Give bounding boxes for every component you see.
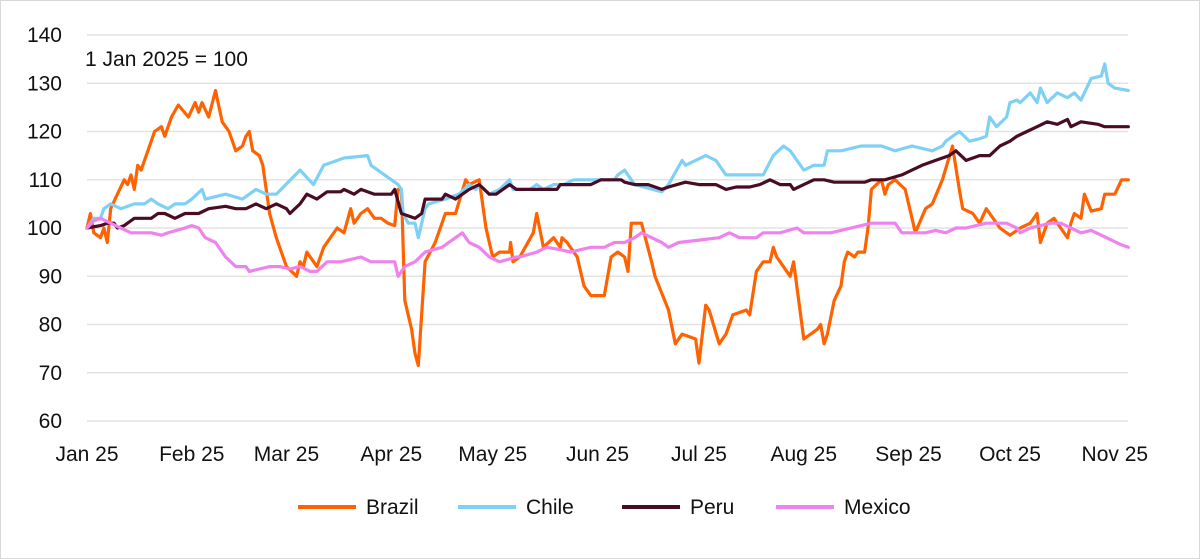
y-tick-label: 100 [27,217,62,240]
legend-item-brazil: Brazil [298,496,419,519]
legend-item-chile: Chile [458,496,574,519]
x-tick-label: Oct 25 [979,443,1041,466]
y-axis-ticks: 60 70 80 90 100 110 120 130 140 [27,24,62,433]
series-lines [85,62,1130,368]
x-tick-label: Jan 25 [55,443,118,466]
x-tick-label: Jul 25 [671,443,727,466]
y-tick-label: 80 [39,314,62,337]
x-tick-label: Jun 25 [566,443,629,466]
y-tick-label: 130 [27,72,62,95]
y-tick-label: 140 [27,24,62,47]
series-line-brazil [85,88,1130,368]
legend: Brazil Chile Peru Mexico [298,496,911,519]
series-line-mexico [85,216,1130,278]
x-tick-label: Aug 25 [770,443,837,466]
legend-label: Peru [690,496,734,519]
legend-label: Chile [526,496,574,519]
legend-item-peru: Peru [622,496,734,519]
legend-item-mexico: Mexico [776,496,911,519]
x-tick-label: Nov 25 [1082,443,1149,466]
x-tick-label: Feb 25 [159,443,224,466]
legend-label: Mexico [844,496,911,519]
x-tick-label: Sep 25 [875,443,942,466]
y-tick-label: 60 [39,410,62,433]
y-tick-label: 70 [39,362,62,385]
series-line-peru [85,117,1130,230]
chart-annotation: 1 Jan 2025 = 100 [85,48,248,71]
x-axis-ticks: Jan 25 Feb 25 Mar 25 Apr 25 May 25 Jun 25 Jul … [55,443,1148,466]
legend-label: Brazil [366,496,419,519]
x-tick-label: Mar 25 [254,443,319,466]
y-tick-label: 110 [29,169,62,192]
y-tick-label: 90 [39,265,62,288]
x-tick-label: May 25 [458,443,527,466]
y-tick-label: 120 [27,121,62,144]
x-tick-label: Apr 25 [360,443,422,466]
